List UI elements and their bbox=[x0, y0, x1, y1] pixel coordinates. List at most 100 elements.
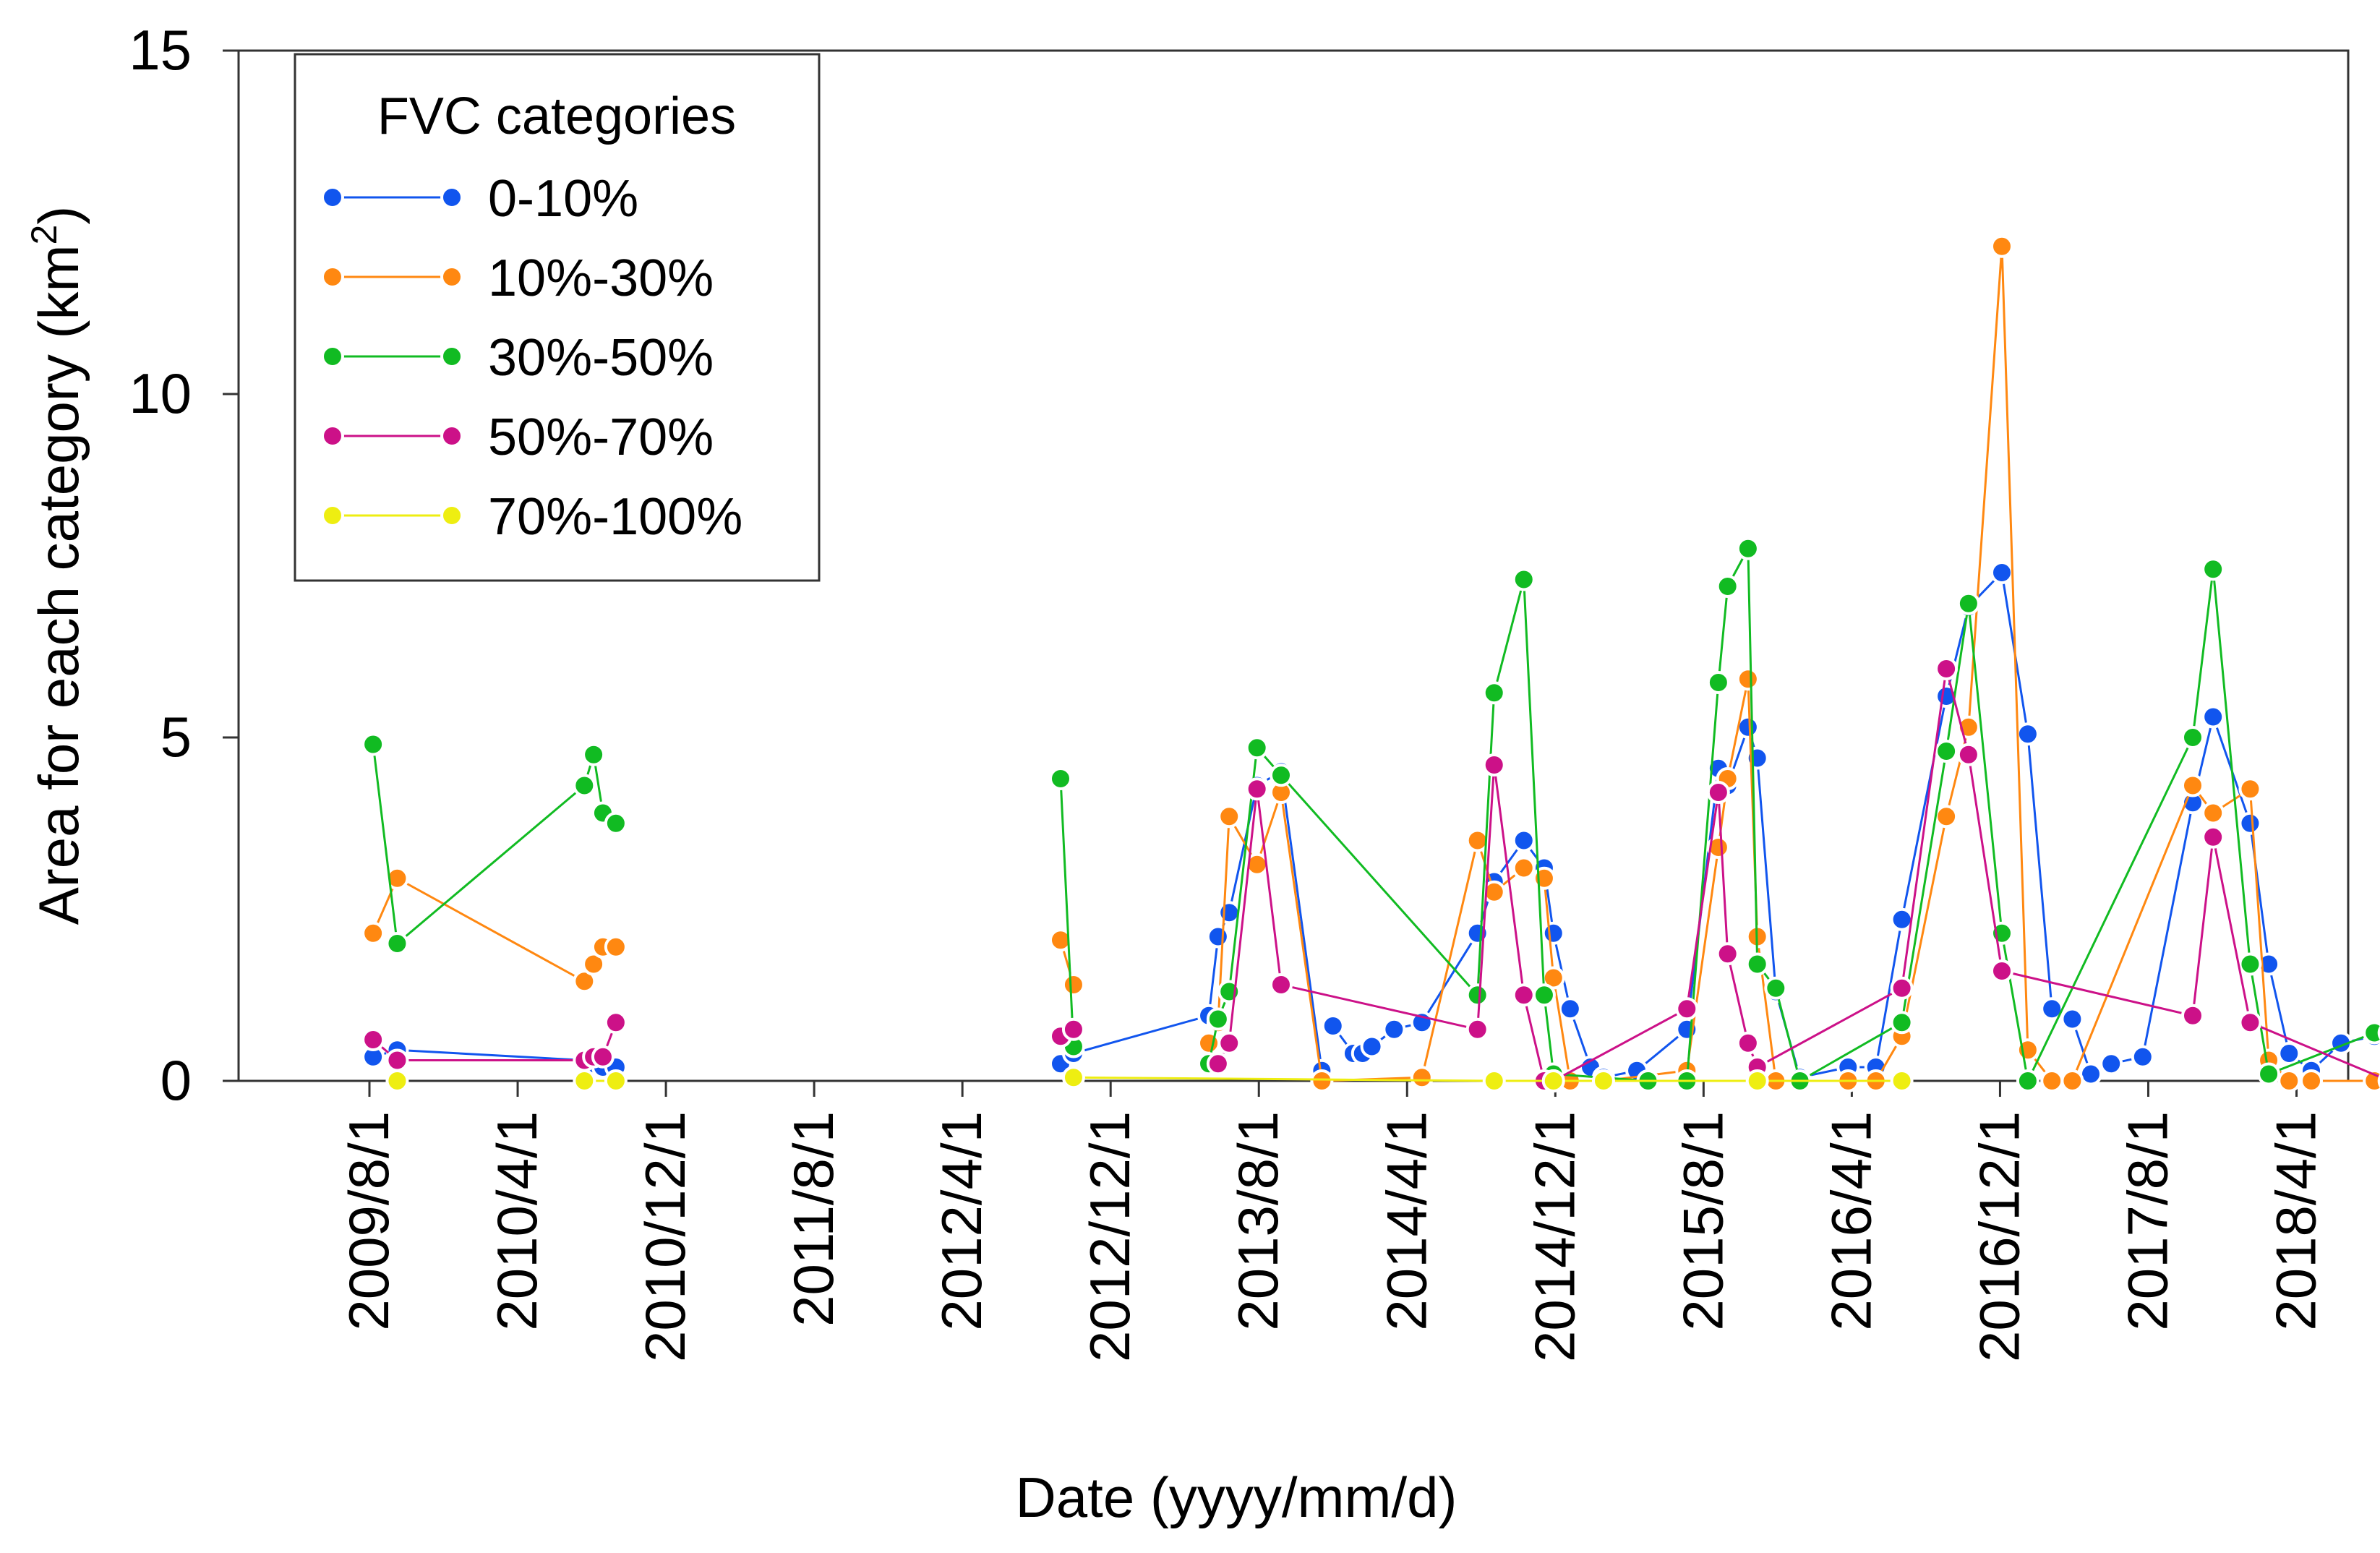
legend-box bbox=[294, 53, 821, 582]
data-point bbox=[1990, 561, 2014, 584]
data-point bbox=[1990, 959, 2014, 983]
data-point bbox=[1890, 907, 1914, 931]
data-point bbox=[1935, 805, 1959, 829]
legend-marker bbox=[321, 424, 344, 448]
data-point bbox=[604, 1069, 628, 1092]
data-point bbox=[385, 1048, 409, 1072]
y-axis: 0 5 10 15 bbox=[129, 18, 239, 1112]
data-point bbox=[1890, 976, 1914, 1000]
data-point bbox=[1310, 1069, 1334, 1092]
data-point bbox=[1321, 1014, 1345, 1038]
data-point bbox=[2040, 1069, 2064, 1092]
data-point bbox=[2131, 1045, 2154, 1069]
series-line bbox=[1059, 778, 1075, 1047]
data-point bbox=[1706, 836, 1730, 859]
data-point bbox=[385, 1069, 409, 1092]
series-layer bbox=[361, 234, 2380, 1092]
data-point bbox=[1716, 575, 1739, 598]
x-tick-label: 2010/12/1 bbox=[633, 1111, 697, 1362]
y-tick-label: 15 bbox=[129, 18, 192, 82]
legend-item: 0-10% bbox=[321, 170, 638, 228]
data-point bbox=[1269, 763, 1293, 787]
data-point bbox=[1061, 1066, 1085, 1090]
legend-item: 10%-30% bbox=[321, 249, 714, 307]
series-group bbox=[385, 1066, 1914, 1092]
legend-marker bbox=[440, 345, 463, 368]
data-point bbox=[1245, 777, 1269, 801]
data-point bbox=[1217, 805, 1241, 829]
data-point bbox=[1206, 1007, 1230, 1031]
legend-marker bbox=[440, 186, 463, 209]
x-tick-label: 2012/12/1 bbox=[1078, 1111, 1142, 1362]
data-point bbox=[1745, 952, 1769, 976]
y-tick-label: 5 bbox=[160, 705, 192, 769]
data-point bbox=[2180, 726, 2204, 749]
data-point bbox=[604, 811, 628, 835]
legend: FVC categories 0-10% 10%-30% 30%-50% 50%-70… bbox=[294, 53, 821, 582]
data-point bbox=[2277, 1069, 2301, 1092]
data-point bbox=[1512, 983, 1536, 1007]
data-point bbox=[1736, 667, 1760, 691]
data-point bbox=[1541, 1069, 1565, 1092]
data-point bbox=[1990, 234, 2014, 258]
data-point bbox=[2201, 705, 2225, 729]
data-point bbox=[1482, 1069, 1506, 1092]
y-axis-title-close: ) bbox=[27, 206, 90, 225]
data-point bbox=[2277, 1042, 2301, 1065]
legend-label: 30%-50% bbox=[488, 329, 714, 387]
data-point bbox=[1591, 1069, 1615, 1092]
data-point bbox=[1061, 973, 1085, 996]
data-point bbox=[1512, 856, 1536, 880]
data-point bbox=[1935, 740, 1959, 763]
data-point bbox=[1482, 681, 1506, 705]
x-tick-label: 2009/8/1 bbox=[337, 1111, 401, 1331]
data-point bbox=[1890, 1011, 1914, 1035]
legend-item: 70%-100% bbox=[321, 488, 742, 546]
x-axis-title: Date (yyyy/mm/d) bbox=[1015, 1466, 1457, 1529]
data-point bbox=[361, 732, 385, 756]
data-point bbox=[1706, 781, 1730, 804]
data-point bbox=[1512, 568, 1536, 591]
data-point bbox=[604, 1011, 628, 1035]
data-point bbox=[2201, 557, 2225, 581]
data-point bbox=[1061, 1017, 1085, 1041]
data-point bbox=[2238, 777, 2262, 801]
data-point bbox=[2201, 801, 2225, 825]
data-point bbox=[2238, 811, 2262, 835]
x-tick-label: 2014/4/1 bbox=[1374, 1111, 1438, 1331]
data-point bbox=[1716, 942, 1739, 966]
y-axis-title: Area for each category (km2) bbox=[24, 206, 90, 925]
data-point bbox=[604, 935, 628, 959]
data-point bbox=[385, 866, 409, 890]
data-point bbox=[1558, 997, 1582, 1021]
data-point bbox=[591, 1045, 615, 1069]
data-point bbox=[2238, 1011, 2262, 1035]
data-point bbox=[1512, 829, 1536, 852]
data-point bbox=[2363, 1021, 2380, 1045]
data-point bbox=[1048, 928, 1072, 952]
data-point bbox=[2180, 774, 2204, 797]
data-point bbox=[573, 1069, 596, 1092]
data-point bbox=[1675, 997, 1699, 1021]
data-point bbox=[2257, 1062, 2281, 1086]
data-point bbox=[1541, 921, 1565, 945]
series-line bbox=[1073, 1076, 1902, 1082]
legend-item: 50%-70% bbox=[321, 408, 714, 466]
data-point bbox=[1465, 1017, 1489, 1041]
legend-label: 70%-100% bbox=[488, 488, 742, 546]
data-point bbox=[1890, 1069, 1914, 1092]
data-point bbox=[1956, 743, 1980, 766]
x-tick-label: 2013/8/1 bbox=[1226, 1111, 1290, 1331]
x-tick-label: 2012/4/1 bbox=[930, 1111, 993, 1331]
data-point bbox=[1736, 715, 1760, 739]
data-point bbox=[582, 952, 606, 976]
data-point bbox=[1956, 591, 1980, 615]
x-tick-label: 2016/12/1 bbox=[1967, 1111, 2031, 1362]
data-point bbox=[385, 932, 409, 955]
legend-marker bbox=[321, 504, 344, 527]
data-point bbox=[1206, 925, 1230, 949]
x-tick-label: 2016/4/1 bbox=[1819, 1111, 1883, 1331]
legend-label: 50%-70% bbox=[488, 408, 714, 466]
x-axis: 2009/8/1 2010/4/1 2010/12/1 2011/8/1 2012/4/… bbox=[337, 1081, 2328, 1362]
